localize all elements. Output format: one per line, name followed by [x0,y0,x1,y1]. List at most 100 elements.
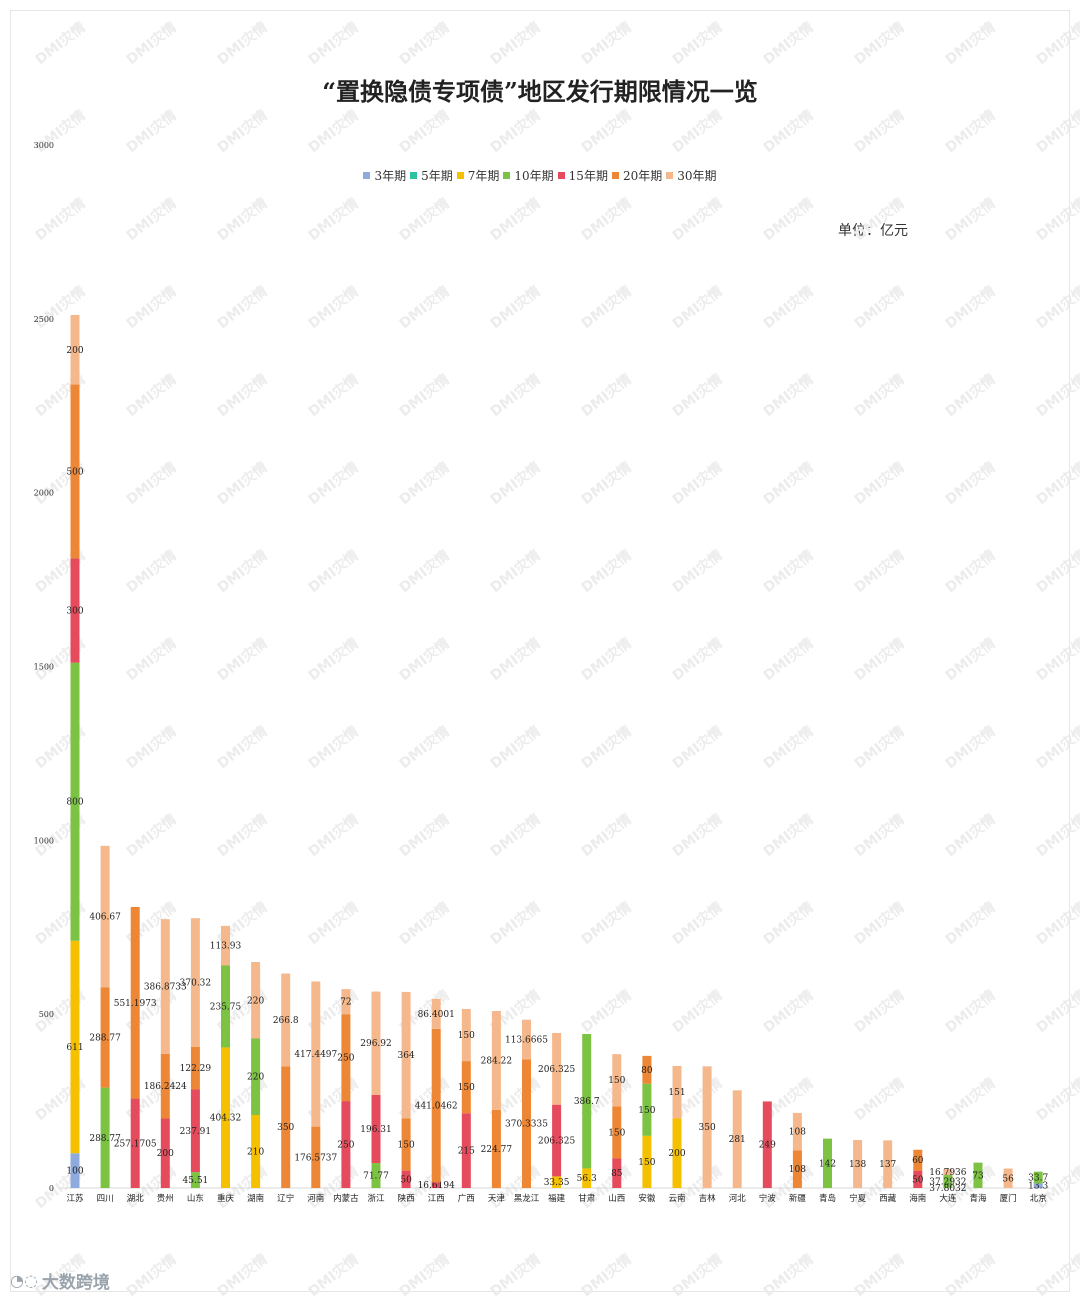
bar-segment [160,1118,170,1188]
bar-stack: 250 250 72 [337,989,355,1188]
y-tick-label: 500 [39,1010,54,1019]
bar-segment [582,1168,592,1188]
data-label: 386.7 [574,1097,600,1107]
data-label: 73 [972,1171,984,1181]
data-label: 150 [638,1106,655,1116]
x-tick-label: 青岛 [819,1193,836,1204]
watermark-text: DMI灾情 [942,1251,999,1301]
legend-item: 5年期 [410,167,453,184]
bar-segment [522,1059,531,1188]
data-label: 200 [668,1149,685,1159]
bar-segment [642,1135,652,1188]
x-tick-label: 山东 [187,1193,204,1204]
watermark-text: DMI灾情 [578,19,635,69]
legend-label: 3年期 [374,169,407,183]
bar-segment [973,1162,983,1188]
bar-stack: 138 [849,1140,866,1188]
y-tick-label: 3000 [34,141,54,150]
data-label: 45.51 [183,1176,209,1186]
bar-segment [371,991,381,1095]
watermark-text: DMI灾情 [942,987,999,1037]
watermark-text: DMI灾情 [305,899,362,949]
bar-segment [190,1089,200,1173]
data-label: 108 [789,1165,806,1175]
bar-stack: 150 150 80 [638,1055,656,1188]
x-tick-label: 贵州 [157,1193,174,1204]
watermark-text: DMI灾情 [1033,283,1080,333]
data-label: 138 [849,1160,866,1170]
bar-segment [190,918,200,1047]
watermark-text: DMI灾情 [1033,987,1080,1037]
watermark-text: DMI灾情 [32,19,89,69]
bar-segment [612,1158,622,1188]
bar-stack: 100 611 800 300 500 200 [66,315,84,1188]
data-label: 137 [879,1160,896,1170]
watermark-text: DMI灾情 [214,459,271,509]
watermark-text: DMI灾情 [760,899,817,949]
watermark-text: DMI灾情 [851,107,908,157]
bar-segment [792,1150,802,1188]
data-label: 150 [608,1076,625,1086]
bar-segment [792,1112,802,1151]
legend-swatch [363,172,371,179]
watermark-text: DMI灾情 [1033,1075,1080,1125]
bar-segment [913,1170,923,1188]
bar-stack: 210 220 220 [247,962,264,1188]
bar-segment [552,1104,562,1177]
data-label: 206.325 [538,1065,575,1075]
bar-segment [341,989,351,1015]
watermark-text: DMI灾情 [942,811,999,861]
watermark-text: DMI灾情 [487,635,544,685]
x-tick-label: 湖北 [127,1194,145,1204]
watermark-text: DMI灾情 [305,459,362,509]
watermark-text: DMI灾情 [1033,19,1080,69]
data-label: 150 [458,1083,475,1093]
watermark-text: DMI灾情 [487,547,544,597]
watermark-text: DMI灾情 [214,107,271,157]
watermark-text: DMI灾情 [32,899,89,949]
watermark-text: DMI灾情 [942,107,999,157]
bar-segment [130,906,140,1099]
bar-segment [672,1118,682,1188]
bar-stack: 108 108 [789,1112,806,1188]
watermark-text: DMI灾情 [578,635,635,685]
bar-segment [160,919,170,1054]
bar-segment [341,1101,351,1188]
watermark-text: DMI灾情 [32,635,89,685]
data-label: 215 [458,1147,475,1157]
bar-segment [221,925,230,966]
watermark-text: DMI灾情 [942,899,999,949]
watermark-text: DMI灾情 [487,107,544,157]
bar-segment [401,1118,411,1171]
x-tick-label: 宁波 [759,1193,777,1204]
watermark-text: DMI灾情 [305,723,362,773]
bar-segment [251,1114,261,1188]
data-label: 33.35 [544,1178,570,1188]
watermark-text: DMI灾情 [214,547,271,597]
watermark-text: DMI灾情 [578,723,635,773]
bar-segment [461,1061,471,1114]
watermark-text: DMI灾情 [669,811,726,861]
data-label: 441.0462 [415,1102,458,1112]
watermark-text: DMI灾情 [32,371,89,421]
bar-stack: 350 266.8 [273,973,299,1188]
legend-label: 7年期 [467,169,500,183]
watermark-text: DMI灾情 [669,899,726,949]
legend-label: 15年期 [568,169,608,183]
watermark-text: DMI灾情 [942,723,999,773]
watermark-text: DMI灾情 [851,811,908,861]
legend-label: 10年期 [514,169,554,183]
watermark-text: DMI灾情 [123,1251,180,1301]
bar-segment [70,384,80,559]
data-label: 37.8032 [929,1184,966,1194]
bar-stack: 45.51 237.91 122.29 370.32 [180,918,211,1188]
data-label: 86.4001 [418,1010,455,1020]
watermark-text: DMI灾情 [1033,195,1080,245]
x-tick-label: 西藏 [879,1193,897,1204]
watermark-text: DMI灾情 [214,371,271,421]
watermark-text: DMI灾情 [123,107,180,157]
watermark-text: DMI灾情 [123,459,180,509]
data-label: 176.5737 [294,1153,337,1163]
data-label: 249 [759,1141,776,1151]
data-label: 224.77 [481,1145,513,1155]
